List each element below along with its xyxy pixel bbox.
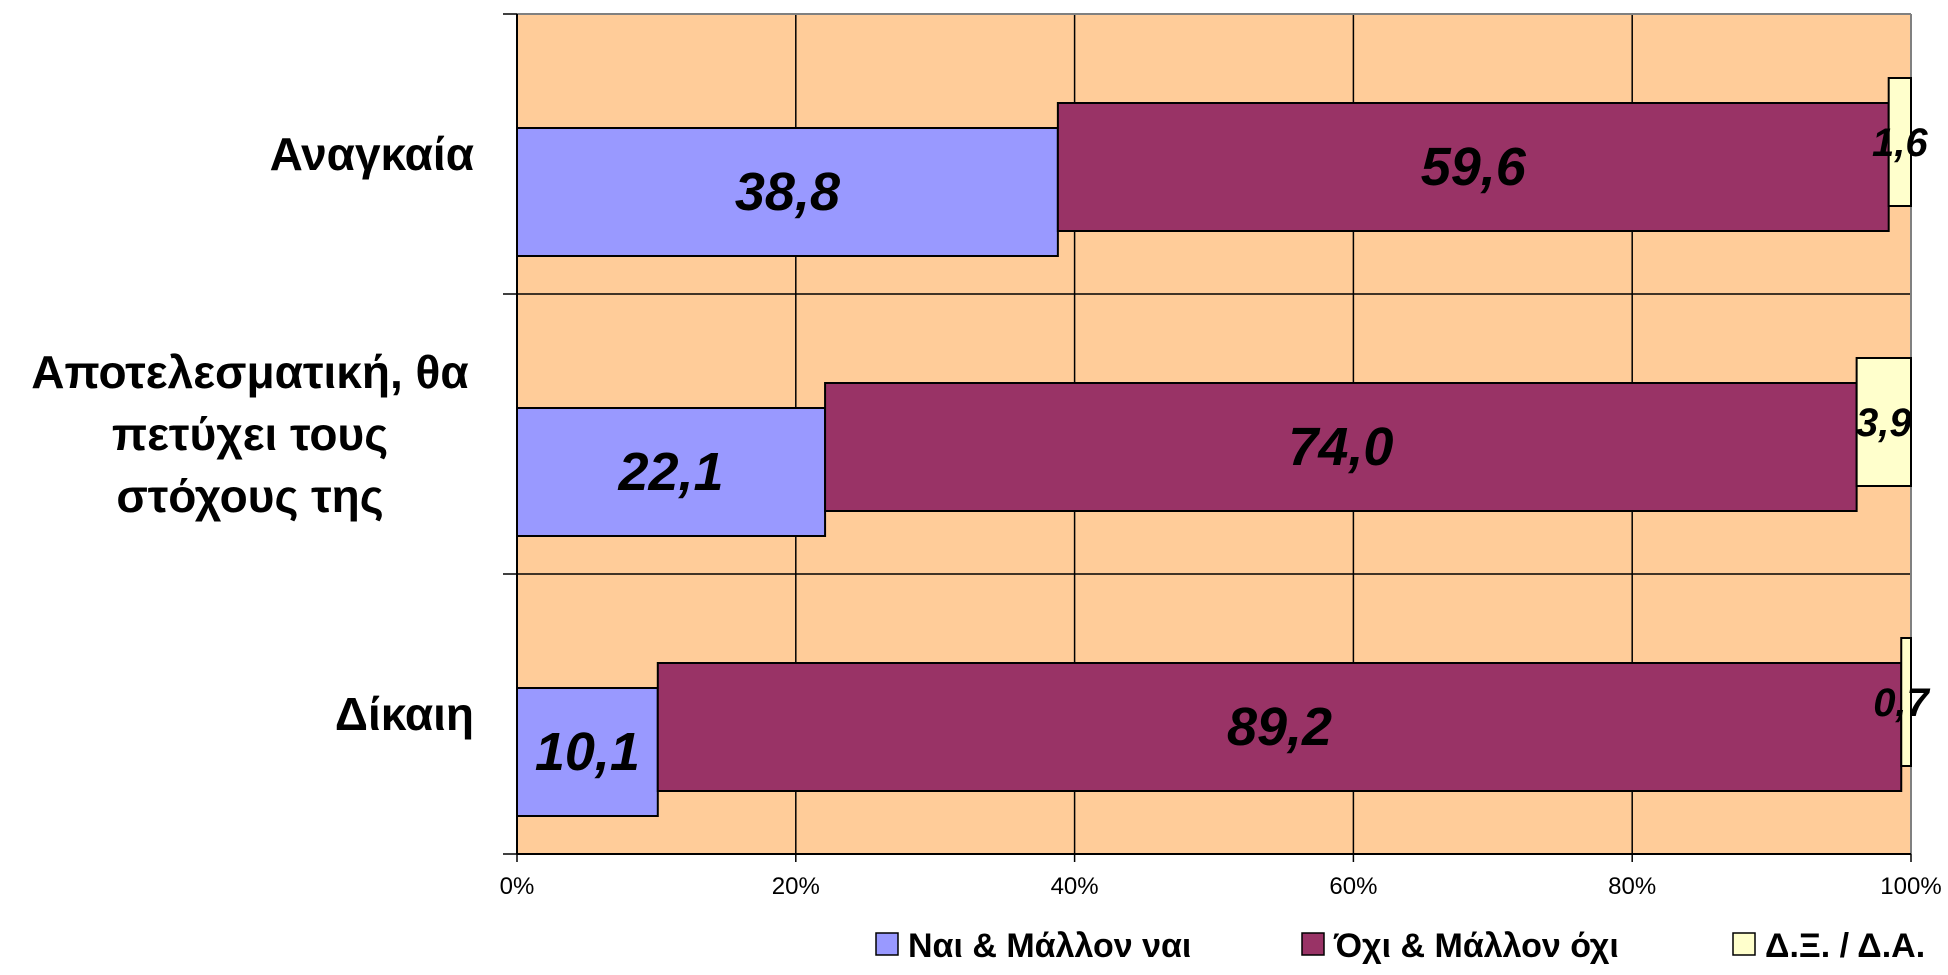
data-label: 22,1 — [617, 442, 723, 502]
data-labels: 38,8 59,6 1,6 22,1 74,0 3,9 10,1 89,2 0,7 — [535, 121, 1931, 782]
bars — [516, 77, 1913, 817]
data-label: 3,9 — [1856, 401, 1912, 445]
category-label: Αναγκαία — [270, 128, 474, 180]
tick-label: 100% — [1880, 873, 1941, 900]
data-label: 38,8 — [735, 162, 840, 222]
category-label: πετύχει τους — [112, 408, 388, 460]
tick-label: 0% — [500, 873, 535, 900]
tick-label: 40% — [1051, 873, 1099, 900]
data-label: 1,6 — [1872, 121, 1928, 165]
data-label: 74,0 — [1288, 417, 1393, 477]
data-label: 59,6 — [1421, 137, 1527, 197]
bar — [1887, 77, 1913, 207]
legend-label: Ναι & Μάλλον ναι — [908, 927, 1191, 965]
legend-label: Όχι & Μάλλον όχι — [1333, 927, 1619, 965]
legend-swatch — [1301, 932, 1325, 956]
data-label: 89,2 — [1227, 697, 1332, 757]
category-label: στόχους της — [116, 470, 383, 522]
tick-label: 80% — [1608, 873, 1656, 900]
data-label: 0,7 — [1873, 681, 1930, 725]
category-labels: Αναγκαία Αποτελεσματική, θα πετύχει τους στ… — [31, 128, 474, 740]
legend-swatch — [1732, 932, 1756, 956]
legend: Ναι & Μάλλον ναι Όχι & Μάλλον όχι Δ.Ξ. / Δ… — [875, 927, 1925, 965]
bar — [656, 662, 1903, 792]
category-label: Αποτελεσματική, θα — [31, 346, 468, 398]
bar — [1056, 102, 1890, 232]
bar — [1900, 637, 1912, 767]
data-label: 10,1 — [535, 722, 640, 782]
bar — [516, 407, 827, 537]
tick-labels: 0% 20% 40% 60% 80% 100% — [500, 873, 1942, 900]
tick-label: 60% — [1329, 873, 1377, 900]
bar — [516, 687, 659, 817]
bar — [1855, 357, 1913, 487]
category-label: Δίκαιη — [335, 688, 474, 740]
legend-label: Δ.Ξ. / Δ.Α. — [1765, 927, 1925, 965]
bar — [824, 382, 1858, 512]
legend-swatch — [875, 932, 899, 956]
tick-label: 20% — [772, 873, 820, 900]
bar — [516, 127, 1059, 257]
